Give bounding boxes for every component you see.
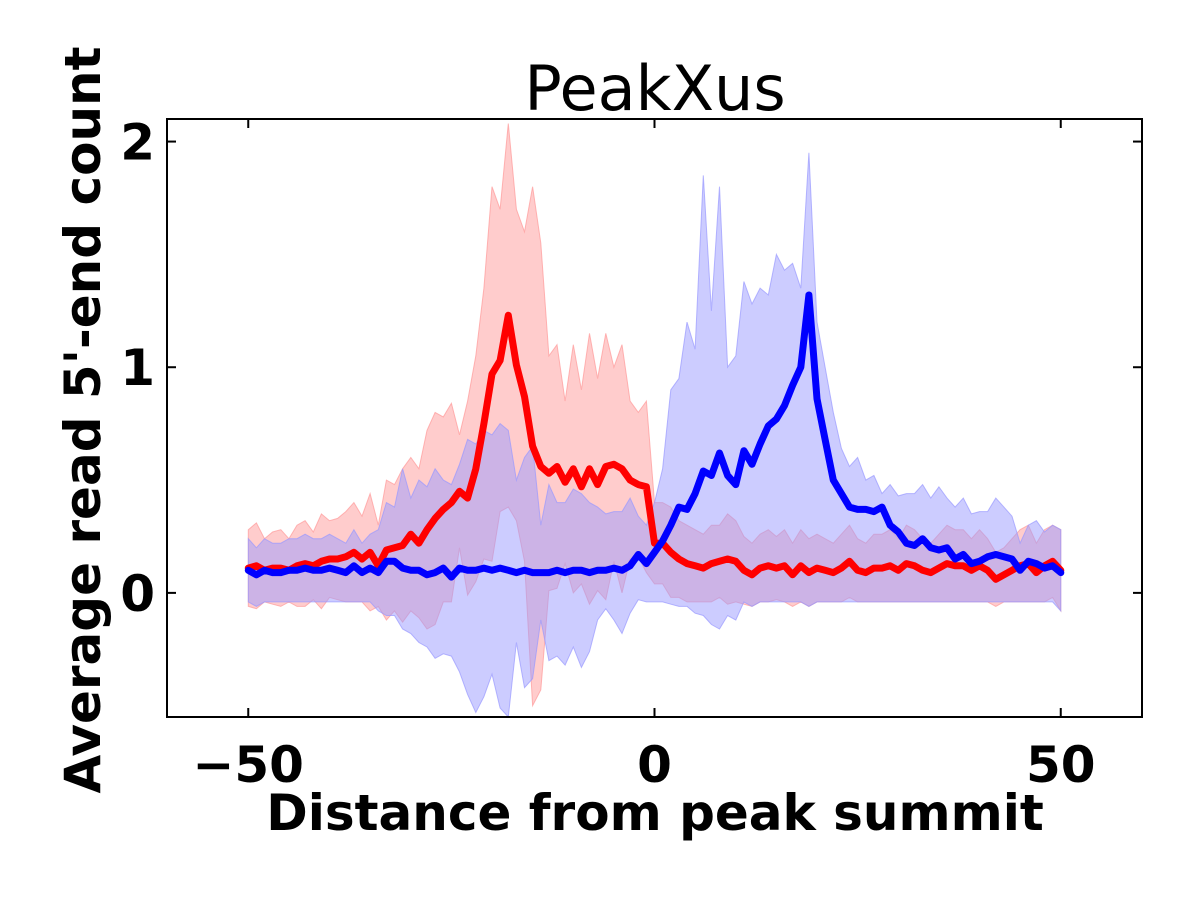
y-tick-label: 1	[120, 339, 155, 397]
x-tick-label: 0	[637, 736, 672, 794]
x-tick-label: −50	[193, 736, 304, 794]
chart-title: PeakXus	[524, 52, 785, 125]
series-lines	[244, 291, 1065, 583]
x-axis-label: Distance from peak summit	[266, 784, 1044, 842]
y-tick-label: 0	[120, 565, 155, 623]
series-1-line	[244, 311, 1065, 583]
y-axis-label: Average read 5'-end count	[54, 46, 112, 793]
axis-ticks: −50 0 50 0 1 2	[120, 114, 1142, 794]
x-tick-label: 50	[1026, 736, 1096, 794]
y-tick-label: 2	[120, 114, 155, 172]
series-2-line	[244, 291, 1065, 581]
